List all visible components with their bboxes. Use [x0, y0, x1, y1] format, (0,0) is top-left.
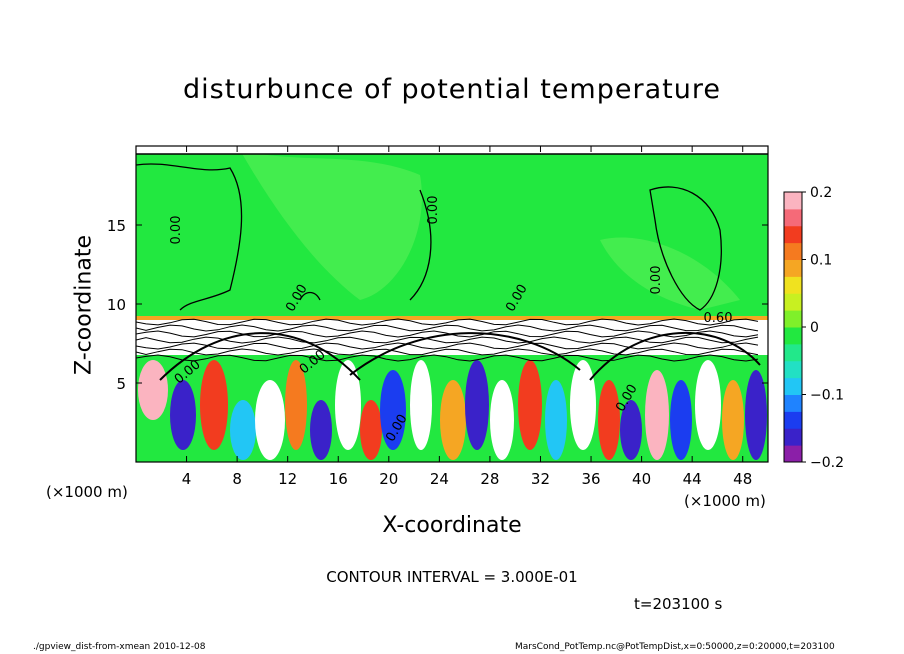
x-tick-label: 32	[531, 470, 550, 488]
colorbar-swatch	[784, 428, 802, 446]
convection-cell	[360, 400, 382, 460]
contour-label: 0.60	[704, 311, 733, 326]
convection-cell	[255, 380, 285, 460]
colorbar-swatch	[784, 411, 802, 429]
contour-dome	[349, 332, 581, 376]
convection-cell	[465, 360, 489, 450]
colorbar-label: −0.2	[810, 455, 844, 471]
colorbar-swatch	[784, 208, 802, 227]
colorbar-swatch	[784, 394, 802, 412]
convection-cell	[695, 360, 721, 450]
contour-line	[136, 324, 759, 332]
x-tick-label: 40	[632, 470, 651, 488]
time-label: t=203100 s	[634, 595, 723, 613]
convection-cell	[490, 380, 514, 460]
colorbar-swatch	[784, 276, 802, 294]
z-axis-ticks: 5 10 15	[107, 217, 768, 393]
colorbar-label: 0	[810, 320, 819, 336]
colorbar-label: −0.1	[810, 388, 844, 404]
contour-line	[409, 189, 432, 301]
contour-line	[136, 348, 759, 356]
x-tick-label: 8	[232, 470, 242, 488]
field-inversion-band	[136, 316, 768, 320]
contour-line	[136, 354, 759, 362]
colorbar-swatch	[784, 192, 802, 210]
convection-cell	[310, 400, 332, 460]
contour-line	[649, 186, 722, 311]
x-tick-label: 28	[480, 470, 499, 488]
x-tick-label: 12	[278, 470, 297, 488]
x-tick-label: 16	[329, 470, 348, 488]
z-tick-label: 15	[107, 217, 126, 235]
contour-dome	[589, 331, 761, 381]
y-axis-label: Z-coordinate	[71, 235, 97, 375]
contour-line	[136, 342, 759, 350]
colorbar-swatch	[784, 310, 802, 328]
colorbar-swatch	[784, 327, 802, 345]
colorbar-swatch	[784, 225, 802, 244]
colorbar-swatch	[784, 293, 802, 311]
convection-cell	[620, 400, 642, 460]
convection-cell	[518, 360, 542, 450]
colorbar: 0.2 0.1 0 −0.1 −0.2	[783, 185, 844, 471]
colorbar-swatch	[784, 343, 802, 362]
convection-cell	[138, 360, 168, 420]
convection-cell	[598, 380, 620, 460]
convection-cell	[200, 360, 228, 450]
contour-interval: CONTOUR INTERVAL = 3.000E-01	[326, 568, 578, 586]
x-axis-ticks: 4 8 12 16 20 24 28 32 36 40 44 48	[182, 146, 752, 488]
x-tick-label: 36	[581, 470, 600, 488]
convection-cell	[170, 380, 196, 450]
convection-cell	[285, 360, 307, 450]
z-tick-label: 10	[107, 296, 126, 314]
contour-line	[299, 291, 321, 301]
z-axis-unit: (×1000 m)	[46, 483, 128, 501]
x-tick-label: 20	[379, 470, 398, 488]
convection-cell	[335, 360, 361, 450]
footer-script-info: ./gpview_dist-from-xmean 2010-12-08	[33, 642, 206, 652]
convection-cell	[745, 370, 767, 460]
x-tick-label: 44	[683, 470, 702, 488]
convection-cell	[722, 380, 744, 460]
convection-cell	[380, 370, 406, 450]
x-axis-unit: (×1000 m)	[684, 492, 766, 510]
convection-cell	[670, 380, 692, 460]
colorbar-swatch	[784, 445, 802, 463]
z-tick-label: 5	[116, 375, 126, 393]
colorbar-swatch	[784, 242, 802, 260]
convection-cell	[645, 370, 669, 460]
x-axis-label: X-coordinate	[382, 513, 522, 538]
contour-label: 0.00	[169, 216, 184, 245]
x-tick-label: 48	[733, 470, 752, 488]
contour-label: 0.00	[426, 196, 441, 225]
colorbar-label: 0.2	[810, 185, 832, 201]
contour-line	[136, 318, 759, 326]
colorbar-label: 0.1	[810, 253, 832, 269]
convection-cell	[545, 380, 567, 460]
convection-cell	[410, 360, 432, 450]
colorbar-swatch	[784, 259, 802, 277]
x-tick-label: 24	[430, 470, 449, 488]
convection-cell	[440, 380, 466, 460]
convection-cell	[230, 400, 256, 460]
field-patch	[240, 150, 422, 300]
contour-label: 0.00	[649, 266, 664, 295]
convection-cell	[570, 360, 596, 450]
chart-title: disturbunce of potential temperature	[183, 74, 721, 105]
colorbar-swatch	[784, 360, 802, 379]
field-top-strip	[136, 146, 768, 154]
colorbar-swatch	[784, 377, 802, 395]
footer-data-source: MarsCond_PotTemp.nc@PotTempDist,x=0:5000…	[515, 642, 835, 652]
convection-cells	[138, 360, 767, 460]
contour-lines	[136, 318, 759, 362]
contour-line	[136, 330, 759, 338]
contour-line	[136, 336, 759, 344]
contour-line	[136, 163, 243, 311]
x-tick-label: 4	[182, 470, 192, 488]
contour-dome	[159, 332, 361, 381]
